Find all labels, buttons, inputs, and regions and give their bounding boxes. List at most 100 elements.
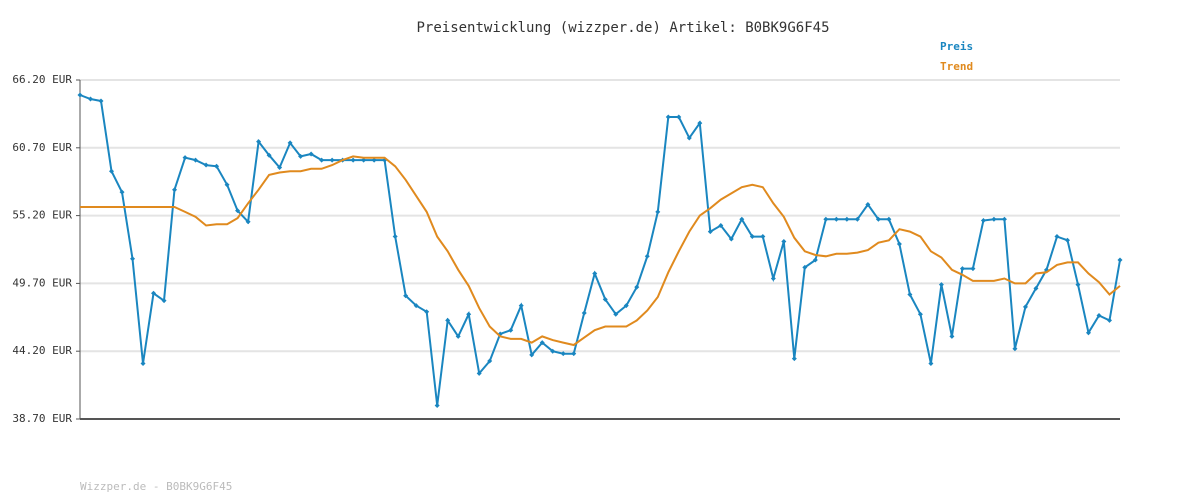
point-marker [539,340,545,346]
point-marker [445,317,451,323]
point-marker [959,266,965,272]
point-marker [1012,346,1018,352]
point-marker [550,348,556,354]
point-marker [287,140,293,146]
point-marker [602,296,608,302]
point-marker [172,187,178,193]
point-marker [854,216,860,222]
legend-label: Trend [940,60,973,73]
point-marker [991,216,997,222]
point-marker [802,264,808,270]
point-marker [98,98,104,104]
point-marker [214,163,220,169]
point-marker [760,234,766,240]
point-marker [676,114,682,120]
y-tick-label: 60.70 EUR [12,141,72,154]
point-marker [1064,237,1070,243]
point-marker [308,151,314,157]
y-tick-label: 49.70 EUR [12,276,72,289]
point-marker [634,284,640,290]
point-marker [487,358,493,364]
point-marker [182,155,188,161]
point-marker [518,303,524,309]
point-marker [697,120,703,126]
point-marker [770,275,776,281]
point-marker [1054,234,1060,240]
point-marker [623,303,629,309]
point-marker [455,333,461,339]
point-marker [1022,304,1028,310]
point-marker [413,303,419,309]
legend-label: Preis [940,40,973,53]
point-marker [749,234,755,240]
point-marker [403,293,409,299]
point-marker [665,114,671,120]
y-tick-label: 44.20 EUR [12,344,72,357]
point-marker [224,182,230,188]
point-marker [392,234,398,240]
footer: Wizzper.de - B0BK9G6F45 [80,480,232,493]
point-marker [970,266,976,272]
point-marker [193,157,199,163]
point-marker [350,157,356,163]
point-marker [1075,282,1081,288]
point-marker [529,352,535,358]
point-marker [329,157,335,163]
point-marker [130,256,136,262]
point-marker [203,162,209,168]
point-marker [917,311,923,317]
point-marker [718,222,724,228]
point-marker [896,241,902,247]
point-marker [728,236,734,242]
point-marker [256,139,262,145]
point-marker [266,152,272,158]
point-marker [508,327,514,333]
point-marker [581,310,587,316]
point-marker [1085,330,1091,336]
point-marker [245,219,251,225]
chart-title: Preisentwicklung (wizzper.de) Artikel: B… [416,20,829,36]
series-line [79,94,1121,406]
point-marker [707,229,713,235]
point-marker [949,333,955,339]
point-marker [980,218,986,224]
y-tick-label: 38.70 EUR [12,412,72,425]
point-marker [119,189,125,195]
point-marker [466,311,472,317]
point-marker [812,257,818,263]
y-tick-label: 55.20 EUR [12,209,72,222]
point-marker [277,165,283,171]
point-marker [140,361,146,367]
point-marker [844,216,850,222]
point-marker [928,361,934,367]
point-marker [938,282,944,288]
series-line [80,155,1121,347]
point-marker [833,216,839,222]
point-marker [88,96,94,102]
point-marker [907,291,913,297]
point-marker [644,253,650,259]
point-marker [613,311,619,317]
point-marker [476,370,482,376]
y-tick-label: 66.20 EUR [12,73,72,86]
point-marker [1117,257,1123,263]
point-marker [1001,216,1007,222]
point-marker [109,168,115,174]
point-marker [781,238,787,244]
point-marker [371,157,377,163]
point-marker [592,271,598,277]
point-marker [791,356,797,362]
point-marker [560,351,566,357]
point-marker [434,402,440,408]
point-marker [235,208,241,214]
point-marker [686,135,692,141]
point-marker [1096,312,1102,318]
point-marker [361,157,367,163]
point-marker [739,216,745,222]
point-marker [571,351,577,357]
point-marker [655,209,661,215]
point-marker [161,298,167,304]
point-marker [1106,317,1112,323]
